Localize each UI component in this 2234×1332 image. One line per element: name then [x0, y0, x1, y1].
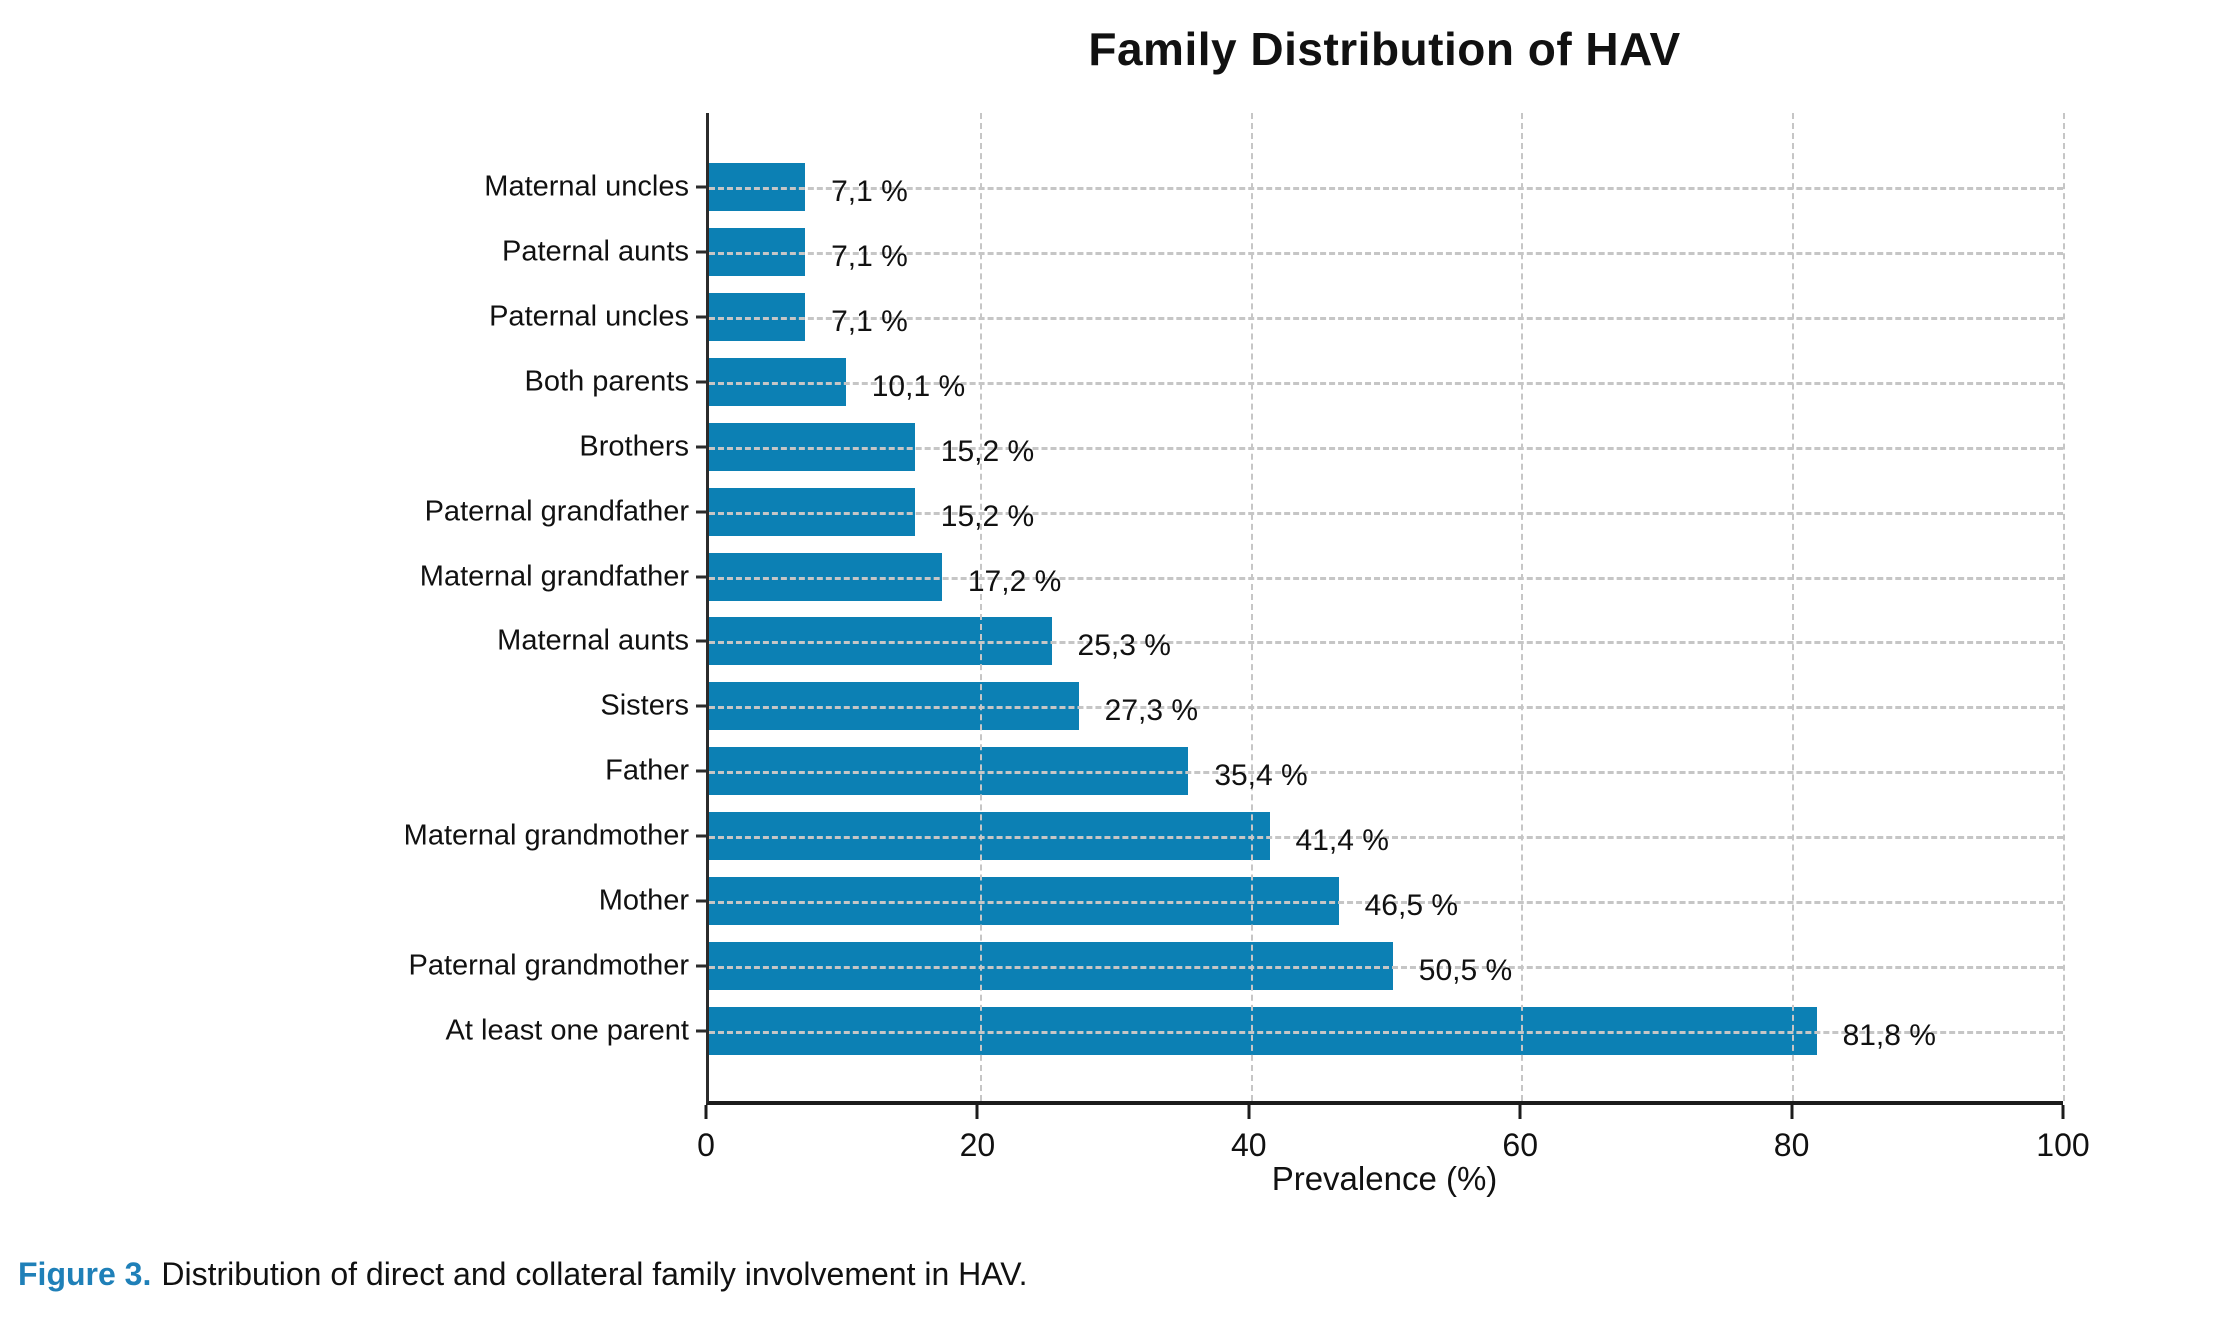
v-gridline	[1521, 113, 1524, 1101]
v-gridline	[1792, 113, 1795, 1101]
y-tick	[696, 964, 709, 968]
value-label: 7,1 %	[831, 305, 908, 339]
y-tick	[696, 704, 709, 708]
caption-prefix: Figure 3.	[18, 1256, 152, 1292]
x-tick-label: 40	[1231, 1127, 1267, 1163]
row-gridline	[709, 706, 2063, 710]
y-tick	[696, 250, 709, 254]
v-gridline	[979, 113, 982, 1101]
value-label: 35,4 %	[1214, 759, 1308, 793]
row-gridline	[709, 1030, 2063, 1034]
x-axis: 0 20 40 60 80 100	[697, 1105, 2090, 1205]
x-tick-label: 100	[2036, 1127, 2090, 1163]
bar-row: 10,1 % Both parents	[525, 350, 2063, 415]
value-label: 41,4 %	[1295, 824, 1389, 858]
v-gridline	[2063, 113, 2065, 1101]
category-label: Sisters	[600, 689, 689, 722]
row-gridline	[709, 187, 2063, 191]
x-tick	[975, 1105, 979, 1119]
bar-row: 35,4 % Father	[605, 739, 2063, 804]
value-label: 25,3 %	[1077, 629, 1171, 663]
bar-row: 81,8 % At least one parent	[446, 998, 2063, 1063]
y-tick	[696, 834, 709, 838]
x-tick	[2061, 1105, 2065, 1119]
x-tick-label: 0	[697, 1127, 715, 1163]
x-tick	[704, 1105, 708, 1119]
x-tick-label: 60	[1502, 1127, 1538, 1163]
row-gridline	[709, 446, 2063, 450]
bar-row: 46,5 % Mother	[599, 868, 2063, 933]
value-label: 7,1 %	[831, 175, 908, 209]
x-tick-label: 20	[959, 1127, 996, 1163]
bar-row: 41,4 % Maternal grandmother	[404, 804, 2063, 869]
bar-row: 7,1 % Maternal uncles	[484, 155, 2063, 220]
category-label: Paternal grandmother	[408, 949, 690, 982]
bar-row: 27,3 % Sisters	[600, 674, 2063, 739]
y-tick	[696, 575, 709, 579]
category-label: Paternal aunts	[501, 235, 689, 268]
category-label: Father	[605, 754, 689, 787]
x-tick	[1247, 1105, 1251, 1119]
y-tick	[696, 315, 709, 319]
figure-caption: Figure 3. Distribution of direct and coll…	[18, 1256, 1028, 1293]
value-label: 10,1 %	[871, 370, 966, 403]
value-label: 15,2 %	[940, 499, 1035, 533]
category-label: Maternal aunts	[497, 624, 689, 657]
x-tick-label: 80	[1773, 1127, 1810, 1163]
category-label: Paternal grandfather	[424, 495, 689, 528]
row-gridline	[709, 382, 2063, 385]
plot-area: 7,1 % Maternal uncles 7,1 % Paternal aunts 7…	[404, 113, 2065, 1105]
category-label: Maternal uncles	[484, 170, 689, 203]
category-label: Maternal grandfather	[419, 560, 689, 593]
bar-row: 7,1 % Paternal aunts	[502, 220, 2063, 285]
row-gridline	[709, 317, 2063, 321]
row-gridline	[709, 511, 2063, 515]
value-label: 17,2 %	[967, 564, 1062, 598]
x-tick	[1790, 1105, 1794, 1119]
y-tick	[696, 445, 709, 449]
y-tick	[696, 1029, 709, 1033]
bar-row: 15,2 % Brothers	[579, 414, 2063, 479]
value-label: 27,3 %	[1104, 694, 1199, 728]
row-gridline	[709, 900, 2063, 904]
row-gridline	[709, 252, 2063, 256]
row-gridline	[709, 771, 2063, 775]
chart-title: Family Distribution of HAV	[1088, 23, 1681, 75]
value-label: 46,5 %	[1364, 888, 1459, 922]
bar-row: 17,2 % Maternal grandfather	[420, 544, 2063, 609]
category-label: Paternal uncles	[489, 300, 689, 333]
category-label: Mother	[598, 884, 689, 917]
y-tick	[696, 639, 709, 643]
y-tick	[696, 185, 709, 189]
category-label: Brothers	[579, 430, 689, 463]
bar-row: 25,3 % Maternal aunts	[497, 609, 2063, 674]
value-label: 7,1 %	[831, 240, 908, 274]
bar-row: 50,5 % Paternal grandmother	[409, 933, 2063, 998]
y-tick	[696, 769, 709, 773]
row-gridline	[709, 641, 2063, 645]
row-gridline	[709, 965, 2063, 969]
x-tick	[1518, 1105, 1522, 1119]
value-label: 15,2 %	[940, 434, 1035, 468]
bar-row: 15,2 % Paternal grandfather	[425, 479, 2063, 544]
caption-text: Distribution of direct and collateral fa…	[161, 1256, 1028, 1292]
y-tick	[696, 380, 709, 384]
value-label: 50,5 %	[1418, 953, 1513, 987]
y-tick	[696, 510, 709, 514]
bar-rows: 7,1 % Maternal uncles 7,1 % Paternal aunts 7…	[404, 155, 2063, 1063]
bar-row: 7,1 % Paternal uncles	[489, 285, 2063, 350]
row-gridline	[709, 576, 2063, 580]
category-label: At least one parent	[445, 1014, 689, 1047]
v-gridline	[1250, 113, 1253, 1101]
x-axis-label: Prevalence (%)	[1271, 1160, 1498, 1197]
row-gridline	[709, 836, 2063, 840]
category-label: Both parents	[524, 365, 689, 398]
category-label: Maternal grandmother	[403, 819, 689, 852]
value-label: 81,8 %	[1842, 1018, 1936, 1052]
y-tick	[696, 899, 709, 903]
